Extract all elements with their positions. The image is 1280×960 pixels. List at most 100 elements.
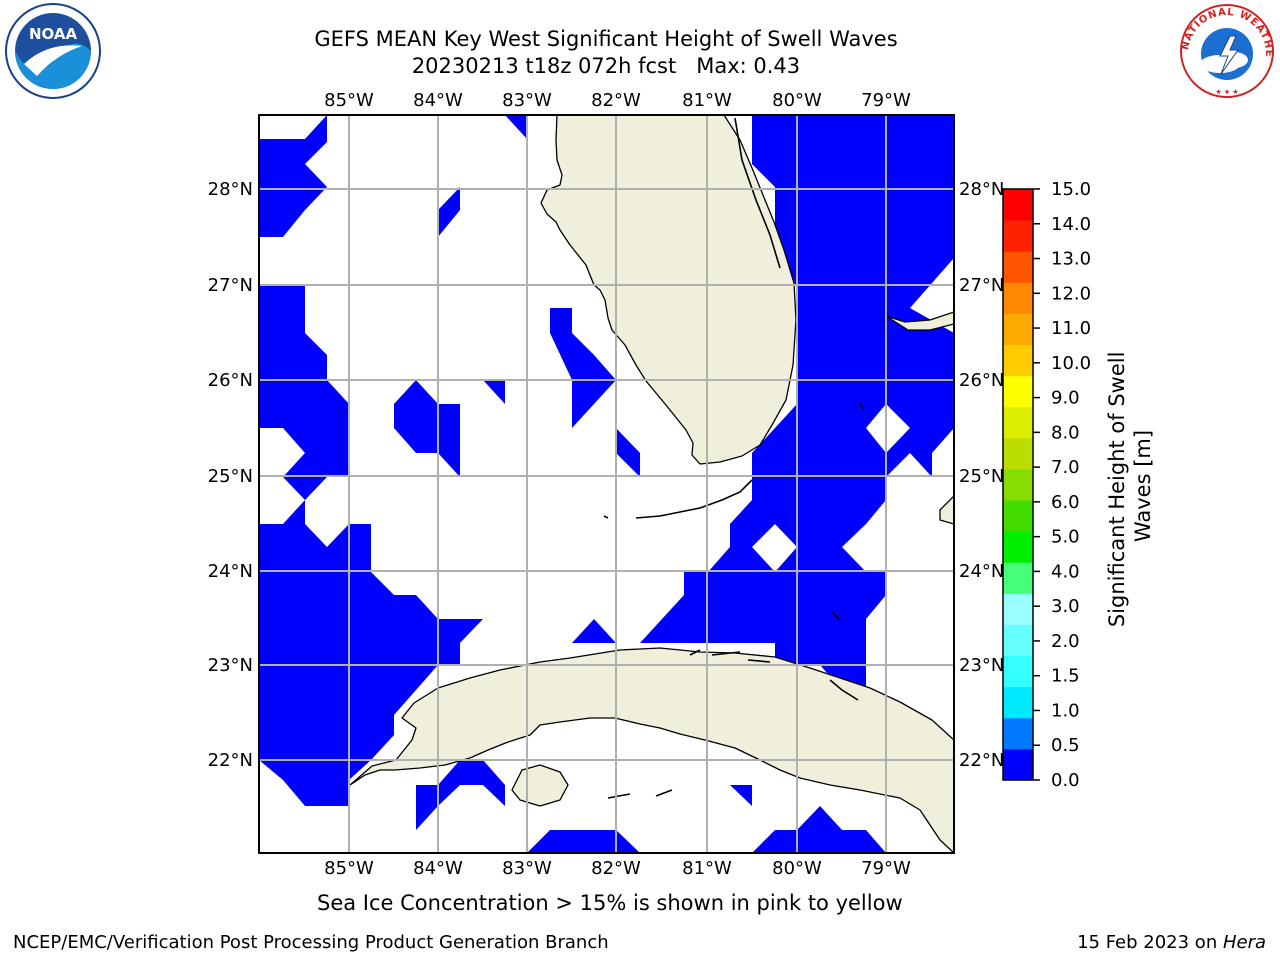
- lat-tick-left: 24°N: [208, 561, 253, 582]
- chart-title: GEFS MEAN Key West Significant Height of…: [314, 27, 898, 51]
- lon-tick-top: 83°W: [502, 90, 552, 111]
- lat-tick-right: 25°N: [959, 466, 1004, 487]
- colorbar-tick-label: 3.0: [1051, 596, 1080, 617]
- lon-tick-bottom: 79°W: [861, 858, 911, 879]
- wave-region-sw: [259, 500, 483, 806]
- chart-subtitle: 20230213 t18z 072h fcst Max: 0.43: [411, 54, 801, 78]
- colorbar-band: [1003, 748, 1033, 781]
- wave-region: [394, 380, 460, 477]
- colorbar: 0.0 0.5 1.0 1.5 2.0 3.0 4.0 5.0 6.0 7.0 8.0 9.0 10.0…: [1002, 179, 1091, 791]
- lon-tick-top: 85°W: [324, 90, 374, 111]
- lon-tick-top: 84°W: [413, 90, 463, 111]
- nws-logo-icon: NATIONAL WEATHER SERVICE ★ ★ ★: [1176, 2, 1274, 98]
- colorbar-band: [1003, 375, 1033, 408]
- colorbar-tick-label: 4.0: [1051, 561, 1080, 582]
- colorbar-band: [1003, 251, 1033, 283]
- lon-tick-top: 79°W: [861, 90, 911, 111]
- wave-region: [505, 115, 527, 139]
- colorbar-band: [1003, 655, 1033, 688]
- lon-tick-labels: 85°W 84°W 83°W 82°W 81°W 80°W 79°W 85°W …: [324, 90, 911, 879]
- colorbar-band: [1003, 562, 1033, 594]
- lat-tick-labels: 28°N 27°N 26°N 25°N 24°N 23°N 22°N 28°N …: [208, 179, 1005, 771]
- lat-tick-left: 23°N: [208, 655, 253, 676]
- colorbar-tick-label: 6.0: [1051, 492, 1080, 513]
- cuba-land: [349, 647, 954, 853]
- wave-region-nw: [259, 115, 327, 237]
- colorbar-frame: [1002, 188, 1034, 781]
- bahamas-island-land: [885, 311, 954, 331]
- colorbar-band: [1003, 437, 1033, 470]
- lat-tick-left: 25°N: [208, 466, 253, 487]
- lat-tick-left: 28°N: [208, 179, 253, 200]
- colorbar-band: [1003, 282, 1033, 314]
- colorbar-label: Significant Height of Swell Waves [m]: [1105, 345, 1155, 627]
- sea-ice-note: Sea Ice Concentration > 15% is shown in …: [317, 891, 903, 915]
- lat-tick-left: 27°N: [208, 275, 253, 296]
- svg-text:★ ★ ★: ★ ★ ★: [1215, 88, 1238, 96]
- colorbar-band: [1003, 406, 1033, 439]
- wave-region: [730, 785, 752, 806]
- colorbar-band: [1003, 220, 1033, 252]
- wave-region-west: [259, 286, 349, 500]
- footer-date-text: 15 Feb 2023 on: [1077, 932, 1223, 953]
- colorbar-band: [1003, 468, 1033, 501]
- colorbar-band: [1003, 686, 1033, 719]
- colorbar-tick-label: 1.0: [1051, 700, 1080, 721]
- land-masses: [349, 115, 954, 853]
- lon-tick-bottom: 84°W: [413, 858, 463, 879]
- footer-date: 15 Feb 2023 on Hera: [1077, 932, 1266, 953]
- lat-tick-right: 22°N: [959, 750, 1004, 771]
- colorbar-tick-label: 10.0: [1051, 353, 1091, 374]
- wave-region: [550, 308, 616, 428]
- lat-tick-right: 28°N: [959, 179, 1004, 200]
- colorbar-band: [1003, 313, 1033, 346]
- bahamas-island-land: [939, 495, 954, 525]
- wave-region: [572, 619, 616, 643]
- colorbar-tick-label: 0.5: [1051, 735, 1080, 756]
- lon-tick-top: 80°W: [772, 90, 822, 111]
- colorbar-tick-label: 1.5: [1051, 666, 1080, 687]
- lon-tick-bottom: 83°W: [502, 858, 552, 879]
- lat-tick-right: 23°N: [959, 655, 1004, 676]
- florida-land: [540, 115, 797, 465]
- colorbar-band: [1003, 189, 1033, 221]
- footer-host: Hera: [1222, 932, 1266, 953]
- noaa-logo-icon: NOAA: [5, 3, 101, 99]
- colorbar-tick-label: 14.0: [1051, 214, 1091, 235]
- lon-tick-bottom: 85°W: [324, 858, 374, 879]
- lon-tick-bottom: 82°W: [591, 858, 641, 879]
- wave-region: [752, 806, 886, 853]
- colorbar-tick-label: 5.0: [1051, 527, 1080, 548]
- colorbar-band: [1003, 717, 1033, 750]
- lat-tick-left: 22°N: [208, 750, 253, 771]
- lon-tick-top: 81°W: [682, 90, 732, 111]
- lat-tick-right: 27°N: [959, 275, 1004, 296]
- noaa-logo-text: NOAA: [29, 25, 78, 43]
- map-gridlines: [259, 115, 954, 853]
- colorbar-band: [1003, 531, 1033, 563]
- footer-credit: NCEP/EMC/Verification Post Processing Pr…: [13, 932, 609, 953]
- colorbar-band: [1003, 344, 1033, 377]
- colorbar-tick-label: 13.0: [1051, 249, 1091, 270]
- colorbar-tick-label: 8.0: [1051, 422, 1080, 443]
- colorbar-tick-label: 15.0: [1051, 179, 1091, 200]
- colorbar-band: [1003, 624, 1033, 657]
- colorbar-tick-label: 9.0: [1051, 388, 1080, 409]
- wave-region: [416, 760, 505, 830]
- colorbar-tick-label: 12.0: [1051, 283, 1091, 304]
- colorbar-tick-label: 2.0: [1051, 631, 1080, 652]
- map-area: [259, 115, 954, 853]
- lat-tick-left: 26°N: [208, 370, 253, 391]
- wave-region: [483, 380, 505, 404]
- colorbar-tick-label: 7.0: [1051, 457, 1080, 478]
- wave-region: [616, 428, 640, 477]
- colorbar-band: [1003, 500, 1033, 532]
- map-frame: [258, 114, 955, 854]
- lon-tick-bottom: 80°W: [772, 858, 822, 879]
- lat-tick-right: 24°N: [959, 561, 1004, 582]
- wave-region: [438, 187, 460, 237]
- lon-tick-bottom: 81°W: [682, 858, 732, 879]
- colorbar-tick-label: 11.0: [1051, 318, 1091, 339]
- colorbar-band: [1003, 593, 1033, 625]
